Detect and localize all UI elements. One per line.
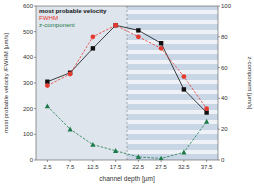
- y2-tick: [218, 129, 220, 130]
- plot-frame: [36, 6, 218, 160]
- stripe: [127, 100, 218, 104]
- y-tick-label: 600: [23, 3, 34, 9]
- y2-tick: [218, 98, 220, 99]
- point: [136, 34, 141, 39]
- x-tick: [206, 160, 207, 162]
- point: [91, 46, 95, 50]
- y2-tick-label: 20: [221, 126, 228, 132]
- y-tick: [34, 6, 36, 7]
- y2-tick-label: 40: [221, 95, 228, 101]
- plot-background: [36, 6, 218, 160]
- y-tick: [34, 134, 36, 135]
- striped-region: [127, 6, 218, 160]
- y-tick-label: 300: [23, 80, 34, 86]
- series-line: [47, 25, 206, 108]
- point: [136, 28, 140, 32]
- y2-tick: [218, 67, 220, 68]
- x-tick-label: 2.5: [43, 164, 52, 170]
- stripe: [127, 90, 218, 94]
- series-line: [47, 25, 206, 112]
- point: [136, 154, 141, 159]
- stripe: [127, 60, 218, 64]
- x-tick: [183, 160, 184, 162]
- divider: [127, 6, 128, 160]
- point: [204, 106, 209, 111]
- x-tick: [70, 160, 71, 162]
- x-tick-label: 27.5: [155, 164, 167, 170]
- point: [45, 103, 50, 108]
- y2-tick: [218, 160, 220, 161]
- y-tick: [34, 108, 36, 109]
- stripes: [127, 6, 218, 160]
- stripe: [127, 40, 218, 44]
- x-tick: [161, 160, 162, 162]
- y-tick-label: 400: [23, 54, 34, 60]
- x-tick-label: 22.5: [133, 164, 145, 170]
- point: [159, 156, 164, 160]
- y2-tick-label: 60: [221, 65, 228, 71]
- point: [113, 23, 118, 28]
- x-tick-label: 17.5: [110, 164, 122, 170]
- point: [90, 34, 95, 39]
- y2-tick-label: 100: [221, 3, 232, 9]
- y-tick-label: 100: [23, 131, 34, 137]
- point: [113, 23, 117, 27]
- x-tick: [138, 160, 139, 162]
- point: [159, 46, 164, 51]
- point: [181, 74, 186, 79]
- x-tick: [115, 160, 116, 162]
- stripe: [127, 50, 218, 54]
- y2-tick-label: 80: [221, 34, 228, 40]
- y-tick: [34, 83, 36, 84]
- series-line: [47, 106, 206, 158]
- legend-entry: z-component: [39, 21, 75, 28]
- stripe: [127, 140, 218, 144]
- point: [68, 72, 73, 77]
- y2-tick-label: 0: [221, 157, 225, 163]
- y-tick: [34, 57, 36, 58]
- x-tick: [47, 160, 48, 162]
- x-tick-label: 12.5: [87, 164, 99, 170]
- point: [159, 41, 163, 45]
- legend-entry: most probable velocity: [39, 7, 107, 14]
- series-group: [45, 23, 209, 160]
- y-tick-label: 200: [23, 106, 34, 112]
- stripe: [127, 150, 218, 154]
- point: [68, 127, 73, 132]
- y-tick: [34, 31, 36, 32]
- x-tick-label: 7.5: [66, 164, 75, 170]
- y-axis-label: most probable velocity /FWHM [µm/s]: [3, 33, 9, 133]
- point: [181, 150, 186, 155]
- x-tick-label: 37.5: [201, 164, 213, 170]
- x-tick: [92, 160, 93, 162]
- y-tick-label: 500: [23, 29, 34, 35]
- stripe: [127, 70, 218, 74]
- y-tick-label: 0: [30, 157, 34, 163]
- point: [204, 119, 209, 124]
- y2-axis-label: z-component [µm/s]: [247, 57, 253, 110]
- point: [45, 83, 50, 88]
- stripe: [127, 10, 218, 14]
- x-axis-label: channel depth [µm]: [99, 175, 155, 183]
- legend-entry: FWHM: [39, 14, 58, 21]
- y2-tick: [218, 36, 220, 37]
- point: [90, 142, 95, 147]
- chart: 2.57.512.517.522.527.532.537.50100200300…: [0, 0, 254, 189]
- stripe: [127, 80, 218, 84]
- stripe: [127, 20, 218, 24]
- point: [113, 148, 118, 153]
- point: [182, 87, 186, 91]
- x-tick-label: 32.5: [178, 164, 190, 170]
- y-tick: [34, 160, 36, 161]
- stripe: [127, 130, 218, 134]
- y2-tick: [218, 6, 220, 7]
